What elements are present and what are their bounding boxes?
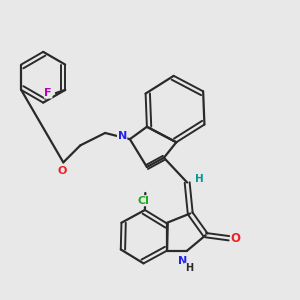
Text: Cl: Cl: [138, 196, 150, 206]
Text: H: H: [184, 263, 193, 273]
Text: O: O: [231, 232, 241, 245]
Text: N: N: [118, 131, 127, 141]
Text: H: H: [195, 174, 204, 184]
Text: N: N: [178, 256, 187, 266]
Text: O: O: [57, 166, 66, 176]
Text: F: F: [44, 88, 52, 98]
